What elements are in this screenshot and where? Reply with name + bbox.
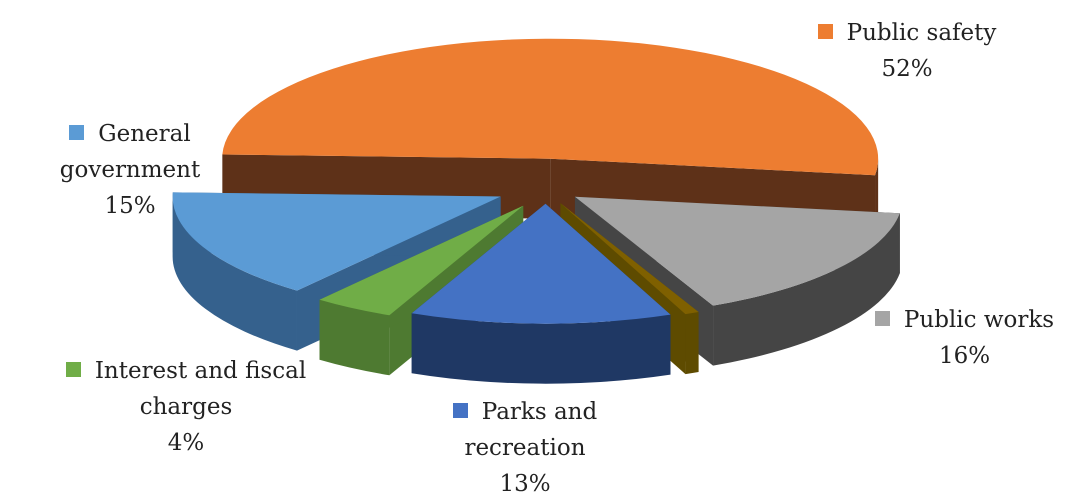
label-parks-recreation-pct: 13% — [499, 471, 551, 497]
pie-tops — [172, 38, 900, 324]
label-public-safety: Public safety 52% — [792, 15, 1022, 87]
side-outer-unlabeled-0 — [685, 311, 699, 375]
slice-general-government — [172, 192, 501, 291]
label-parks-recreation-name-2: recreation — [464, 435, 586, 461]
swatch-parks-recreation — [452, 403, 468, 418]
slice-public-safety — [222, 38, 879, 176]
label-general-government-name-2: government — [59, 157, 201, 183]
label-public-safety-name: Public safety — [846, 20, 997, 46]
label-interest-fiscal-pct: 4% — [167, 430, 205, 456]
label-parks-recreation: Parks and recreation 13% — [410, 394, 640, 502]
label-public-safety-pct: 52% — [881, 56, 933, 82]
slice-parks-and-recreation — [411, 203, 671, 324]
swatch-interest-fiscal — [65, 362, 81, 377]
label-general-government-pct: 15% — [104, 193, 156, 219]
slice-public-works — [574, 196, 900, 306]
slice-interest-and-fiscal-charges — [319, 205, 524, 316]
label-public-works: Public works 16% — [862, 302, 1067, 374]
side-outer-parks-and-recreation-0 — [411, 313, 671, 384]
side-outer-interest-and-fiscal-charges-0 — [319, 299, 390, 376]
slice-unlabeled — [560, 203, 699, 315]
label-interest-fiscal-name: Interest and fiscal — [94, 358, 307, 384]
label-interest-fiscal-name-2: charges — [139, 394, 233, 420]
label-general-government: General government 15% — [20, 116, 240, 224]
swatch-public-works — [874, 311, 890, 326]
label-general-government-name: General — [98, 121, 191, 147]
swatch-public-safety — [817, 24, 833, 39]
side-outer-public-works-0 — [713, 213, 900, 366]
label-interest-fiscal: Interest and fiscal charges 4% — [36, 353, 336, 461]
label-public-works-name: Public works — [903, 307, 1055, 333]
label-public-works-pct: 16% — [938, 343, 991, 369]
side-outer-general-government-0 — [172, 196, 297, 351]
swatch-general-government — [69, 125, 85, 140]
label-parks-recreation-name: Parks and — [481, 399, 598, 425]
